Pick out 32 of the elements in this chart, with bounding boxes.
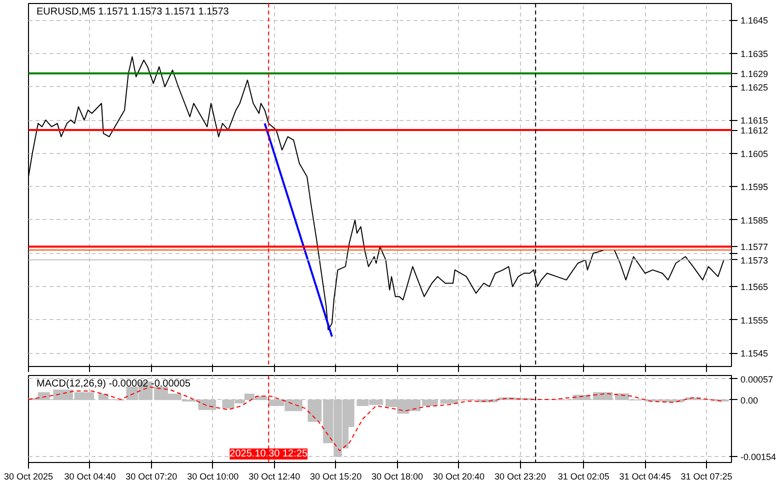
x-tick-label: 31 Oct 04:45 [619,472,671,482]
y-tick-label: -0.00154 [740,452,776,462]
y-tick-label: 1.1645 [740,16,768,26]
x-tick-label: 30 Oct 23:20 [494,472,546,482]
y-tick-label: 1.1635 [740,48,768,59]
y-tick-label: 0.00 [740,395,758,406]
x-tick-label: 30 Oct 2025 [4,472,54,482]
y-tick-label: 1.1595 [740,182,768,192]
x-tick-label: 30 Oct 04:40 [64,472,116,482]
chart-title: EURUSD,M5 1.1571 1.1573 1.1571 1.1573 [36,6,230,18]
x-tick-label: 31 Oct 07:25 [680,472,732,482]
y-tick-label: 1.1545 [740,348,768,359]
ref-line-label: 1.1573 [740,255,768,266]
ref-line-label: 1.1612 [740,126,768,136]
chart-title: MACD(12,26,9) -0.00002 -0.00005 [36,378,191,390]
x-tick-label: 30 Oct 15:20 [310,472,362,482]
x-tick-label: 30 Oct 07:20 [126,472,178,482]
ref-line-label: 1.1629 [740,68,768,79]
ref-line-label: 1.1577 [740,242,768,252]
y-tick-label: 1.1625 [740,82,768,92]
x-tick-label: 30 Oct 10:00 [187,472,239,482]
y-tick-label: 1.1585 [740,215,768,226]
x-tick-label: 30 Oct 18:00 [372,472,424,482]
y-tick-label: 1.1555 [740,315,768,326]
y-tick-label: 1.1565 [740,282,768,292]
x-tick-label: 30 Oct 12:40 [248,472,300,482]
ref-line-label: 2025.10.30 12:25 [230,448,308,460]
x-tick-label: 31 Oct 02:05 [558,472,610,482]
y-tick-label: 1.1615 [740,116,768,126]
y-tick-label: 1.1605 [740,148,768,159]
x-tick-label: 30 Oct 20:40 [432,472,485,482]
y-tick-label: 0.00057 [740,374,774,384]
